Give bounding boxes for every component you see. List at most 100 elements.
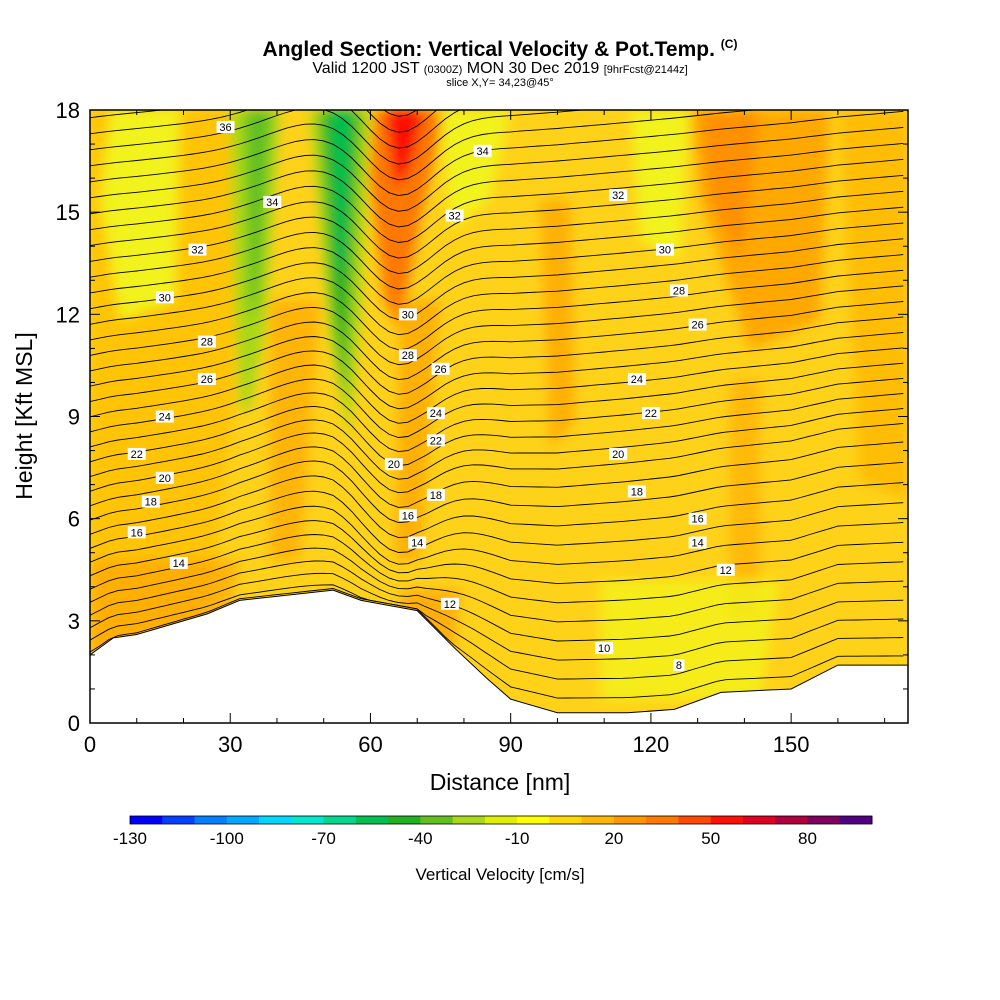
svg-text:24: 24: [159, 412, 171, 424]
isentrope-line: [90, 362, 904, 438]
contour-label: 34: [263, 195, 282, 209]
contour-label: 34: [473, 144, 492, 158]
isentrope-line: [90, 377, 904, 453]
colorbar-swatch: [613, 816, 647, 824]
colorbar-swatch: [710, 816, 744, 824]
contour-label: 16: [688, 512, 707, 526]
isentrope-line: [90, 110, 461, 149]
terrain: [90, 589, 908, 723]
isentrope-line: [90, 222, 904, 305]
isentrope-line: [90, 547, 904, 623]
contour-label: 22: [127, 447, 146, 461]
isentrope-line: [90, 285, 904, 366]
updraft-center-core: [385, 110, 425, 190]
svg-text:24: 24: [430, 408, 442, 420]
contour-label: 20: [609, 447, 628, 461]
colorbar-swatch: [259, 816, 292, 824]
svg-text:30: 30: [659, 245, 671, 257]
colorbar-swatch: [581, 816, 615, 824]
contour-label: 16: [398, 509, 417, 522]
contour-label: 32: [609, 189, 628, 202]
colorbar-swatch: [484, 816, 518, 824]
contour-label: 8: [673, 659, 685, 672]
weak-band-right: [630, 110, 690, 260]
svg-text:14: 14: [173, 558, 185, 570]
svg-text:18: 18: [631, 486, 643, 498]
isentrope-line: [90, 408, 904, 480]
colorbar-swatch: [194, 816, 228, 824]
contour-label: 12: [440, 597, 459, 611]
svg-text:12: 12: [720, 565, 732, 577]
isentrope-line: [90, 441, 904, 508]
svg-text:26: 26: [201, 374, 213, 386]
colorbar-swatch: [291, 816, 325, 824]
contour-labels: 3634323028262422201816143432302826242220…: [127, 121, 735, 672]
isentrope-line: [383, 110, 418, 117]
isentrope-line: [90, 534, 904, 604]
contour-label: 14: [169, 556, 188, 570]
colorbar-tick-label: -130: [113, 829, 147, 848]
contour-label: 18: [141, 495, 160, 509]
y-tick-label: 0: [68, 711, 80, 736]
y-tick-label: 3: [68, 609, 80, 634]
svg-text:30: 30: [402, 309, 414, 321]
isentrope-line: [90, 110, 904, 196]
colorbar-tick-label: -100: [210, 829, 244, 848]
svg-text:16: 16: [692, 514, 704, 526]
x-tick-label: 30: [218, 732, 242, 757]
chart-title: Angled Section: Vertical Velocity & Pot.…: [262, 37, 738, 61]
contour-label: 26: [688, 318, 707, 332]
svg-text:22: 22: [645, 408, 657, 420]
contour-label: 14: [408, 536, 427, 550]
svg-text:20: 20: [388, 459, 400, 471]
isentrope-line: [90, 206, 904, 290]
x-axis-label: Distance [nm]: [430, 769, 571, 795]
isentrope-line: [90, 238, 904, 321]
svg-text:8: 8: [676, 660, 682, 672]
svg-text:28: 28: [673, 285, 685, 297]
y-tick-label: 6: [68, 507, 80, 532]
isentrope-line: [90, 505, 904, 565]
y-tick-label: 12: [56, 302, 80, 327]
contour-label: 24: [155, 410, 174, 424]
contour-label: 22: [641, 407, 660, 420]
colorbar-swatch: [323, 816, 357, 824]
x-tick-label: 120: [633, 732, 670, 757]
svg-text:34: 34: [266, 197, 278, 209]
colorbar-swatch: [420, 816, 454, 824]
isentrope-line: [90, 174, 904, 259]
svg-text:14: 14: [692, 538, 704, 550]
isentrope-line: [90, 269, 904, 351]
svg-text:32: 32: [191, 245, 203, 257]
weak-band-center: [440, 110, 510, 230]
isentrope-line: [90, 560, 904, 642]
slice-info: slice X,Y= 34,23@45°: [446, 77, 554, 89]
svg-text:16: 16: [131, 527, 143, 539]
contour-label: 14: [688, 536, 707, 550]
colorbar-swatch: [775, 816, 808, 824]
updraft-right-core: [700, 110, 760, 260]
contour-label: 30: [655, 243, 674, 257]
updraft-low-right: [730, 380, 760, 620]
colorbar-frame: [129, 815, 873, 825]
y-axis-label: Height [Kft MSL]: [11, 332, 37, 499]
isentrope-line: [90, 490, 904, 553]
isentrope-line: [90, 142, 904, 228]
colorbar-swatch: [839, 816, 873, 824]
svg-text:20: 20: [612, 449, 624, 461]
svg-text:34: 34: [477, 146, 489, 158]
svg-text:28: 28: [201, 337, 213, 349]
x-tick-label: 0: [84, 732, 96, 757]
svg-text:14: 14: [411, 538, 423, 550]
svg-text:32: 32: [448, 211, 460, 223]
svg-text:26: 26: [692, 320, 704, 332]
contour-label: 28: [197, 335, 216, 349]
svg-text:26: 26: [434, 364, 446, 376]
contour-label: 12: [716, 563, 735, 577]
isentrope-line: [90, 460, 904, 523]
svg-text:32: 32: [612, 190, 624, 202]
colorbar-label: Vertical Velocity [cm/s]: [415, 865, 584, 884]
contour-label: 30: [155, 291, 174, 304]
contour-label: 20: [155, 471, 174, 485]
